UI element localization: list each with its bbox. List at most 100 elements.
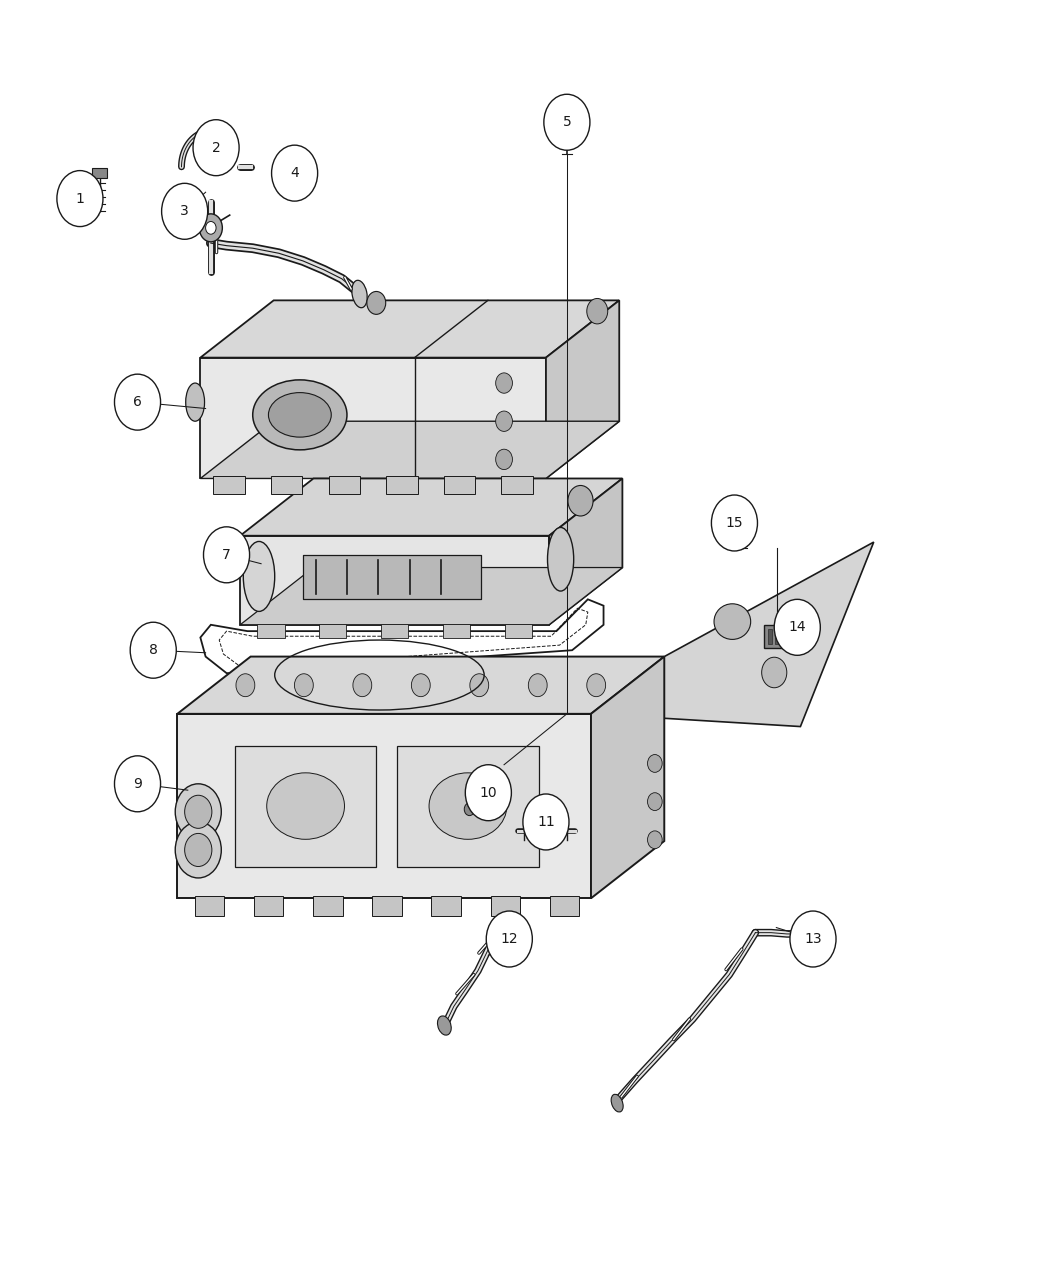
Ellipse shape: [611, 1094, 623, 1112]
Circle shape: [114, 374, 161, 430]
Bar: [505, 623, 531, 638]
Circle shape: [294, 673, 313, 696]
Circle shape: [790, 912, 836, 966]
Circle shape: [486, 912, 532, 966]
Text: 14: 14: [789, 621, 806, 635]
Circle shape: [206, 222, 216, 235]
Circle shape: [193, 120, 239, 176]
Circle shape: [236, 673, 255, 696]
Bar: [257, 623, 285, 638]
Circle shape: [544, 94, 590, 150]
Bar: [490, 896, 520, 917]
Polygon shape: [177, 714, 591, 899]
Text: 6: 6: [133, 395, 142, 409]
Text: 7: 7: [223, 548, 231, 562]
Bar: [195, 896, 225, 917]
Text: 11: 11: [537, 815, 554, 829]
Polygon shape: [177, 657, 665, 714]
Circle shape: [568, 486, 593, 516]
Circle shape: [774, 599, 820, 655]
Bar: [444, 476, 476, 493]
Ellipse shape: [438, 1016, 452, 1035]
Bar: [443, 623, 470, 638]
Polygon shape: [201, 421, 620, 478]
Bar: [373, 896, 402, 917]
Text: 2: 2: [212, 140, 220, 154]
Circle shape: [496, 372, 512, 393]
Ellipse shape: [244, 542, 275, 612]
Bar: [386, 476, 418, 493]
Circle shape: [464, 803, 475, 816]
Circle shape: [528, 673, 547, 696]
Circle shape: [587, 673, 606, 696]
Circle shape: [185, 834, 212, 867]
Ellipse shape: [547, 528, 573, 592]
Circle shape: [57, 171, 103, 227]
Polygon shape: [240, 478, 623, 536]
Circle shape: [648, 755, 663, 773]
Bar: [560, 115, 574, 125]
Circle shape: [496, 411, 512, 431]
Ellipse shape: [807, 926, 818, 945]
Bar: [381, 623, 408, 638]
Ellipse shape: [186, 382, 205, 421]
Circle shape: [130, 622, 176, 678]
Circle shape: [648, 793, 663, 811]
Bar: [235, 746, 376, 867]
Polygon shape: [240, 536, 549, 625]
Polygon shape: [591, 542, 874, 727]
Circle shape: [465, 765, 511, 821]
Text: 12: 12: [501, 932, 518, 946]
Ellipse shape: [429, 773, 507, 839]
Circle shape: [353, 673, 372, 696]
Bar: [502, 476, 532, 493]
Circle shape: [185, 796, 212, 829]
Bar: [319, 623, 346, 638]
Text: 9: 9: [133, 776, 142, 790]
Text: 8: 8: [149, 643, 158, 657]
Text: 5: 5: [563, 115, 571, 129]
Bar: [397, 746, 539, 867]
Circle shape: [761, 657, 786, 687]
Circle shape: [412, 673, 430, 696]
Bar: [768, 629, 772, 644]
Bar: [549, 896, 579, 917]
Ellipse shape: [253, 380, 346, 450]
Polygon shape: [546, 301, 620, 478]
Bar: [303, 555, 481, 599]
Ellipse shape: [269, 393, 331, 437]
Bar: [736, 519, 749, 528]
Bar: [329, 476, 360, 493]
Polygon shape: [201, 301, 620, 357]
Circle shape: [162, 184, 208, 240]
Circle shape: [712, 495, 757, 551]
Ellipse shape: [352, 280, 367, 307]
Circle shape: [587, 298, 608, 324]
Bar: [763, 625, 791, 648]
Text: 15: 15: [726, 516, 743, 530]
Polygon shape: [549, 478, 623, 625]
Polygon shape: [201, 357, 546, 478]
Circle shape: [648, 831, 663, 849]
Text: 13: 13: [804, 932, 822, 946]
Polygon shape: [240, 567, 623, 625]
Circle shape: [204, 527, 250, 583]
Text: 3: 3: [181, 204, 189, 218]
Polygon shape: [591, 657, 665, 899]
Bar: [92, 168, 107, 179]
Circle shape: [114, 756, 161, 812]
Circle shape: [469, 673, 488, 696]
Circle shape: [272, 145, 318, 201]
Circle shape: [523, 794, 569, 850]
Bar: [271, 476, 302, 493]
Circle shape: [200, 214, 223, 242]
Ellipse shape: [714, 604, 751, 639]
Text: 1: 1: [76, 191, 84, 205]
Text: 10: 10: [480, 785, 497, 799]
Bar: [313, 896, 342, 917]
Bar: [782, 629, 786, 644]
Text: 4: 4: [290, 166, 299, 180]
Bar: [254, 896, 284, 917]
Bar: [213, 476, 245, 493]
Ellipse shape: [267, 773, 344, 839]
